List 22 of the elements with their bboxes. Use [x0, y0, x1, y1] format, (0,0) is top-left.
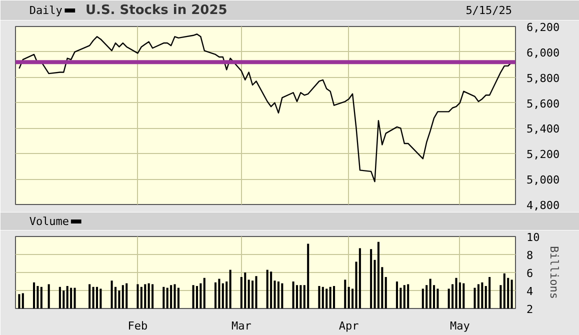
x-tick-label: Feb	[128, 320, 148, 332]
y-tick-label: 6,000	[526, 46, 560, 60]
y-tick-label: 5,200	[526, 148, 560, 162]
x-tick-label: Apr	[338, 320, 360, 332]
x-tick-label: May	[450, 320, 470, 332]
legend-label: Daily	[29, 4, 63, 17]
y-tick-label: 5,800	[526, 72, 560, 85]
y-tick-label: 4	[526, 285, 534, 298]
y-tick-label: 2	[526, 303, 534, 316]
y-tick-label: 10	[526, 231, 540, 244]
text: 5/15/25	[466, 4, 512, 17]
chart-title: U.S. Stocks in 2025	[85, 3, 228, 18]
y-tick-label: 4,800	[526, 199, 560, 212]
x-tick-label: Mar	[231, 320, 252, 332]
legend-label: Volume	[29, 215, 70, 228]
y-tick-label: 5,000	[526, 174, 560, 187]
y-tick-label: 5,600	[526, 97, 560, 110]
y-tick-label: 6,200	[526, 21, 560, 34]
y-tick-label: 8	[526, 249, 534, 262]
y-axis-title: Billions	[548, 246, 561, 299]
y-tick-label: 6	[526, 267, 534, 280]
y-tick-label: 5,400	[526, 122, 560, 136]
